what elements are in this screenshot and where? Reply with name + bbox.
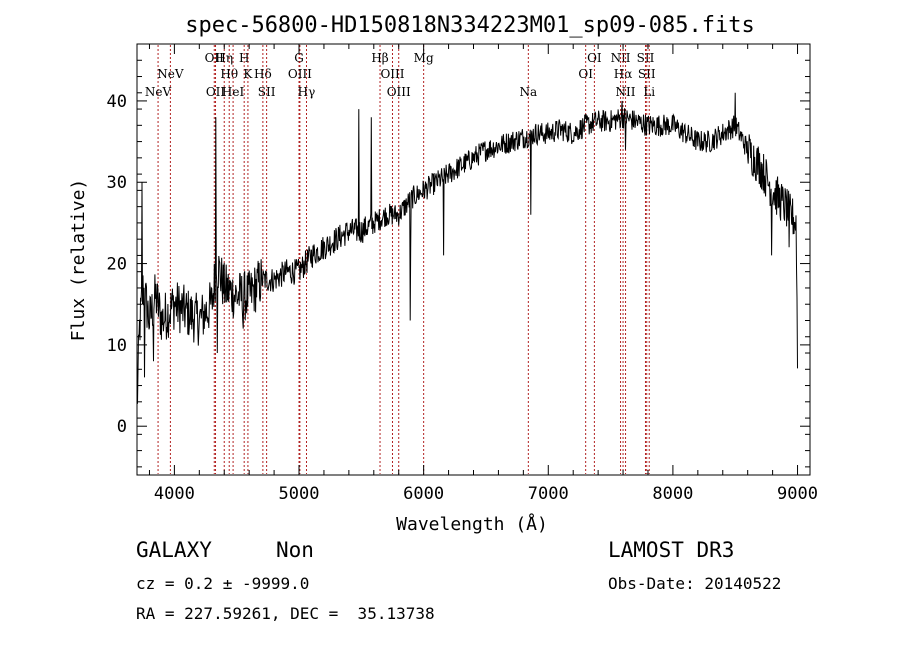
x-tick-label: 6000 <box>403 484 444 504</box>
spectral-line-label: Na <box>520 85 538 99</box>
spectral-line-label: G <box>294 51 304 65</box>
spectral-line-label: HeI <box>222 85 245 99</box>
cz-text: cz = 0.2 ± -9999.0 <box>136 574 310 593</box>
class-label: GALAXY <box>136 538 212 562</box>
spectral-line-label: K <box>243 67 253 81</box>
spectral-line-label: OII <box>205 51 225 65</box>
x-tick-label: 5000 <box>279 484 320 504</box>
spectrum-line <box>136 92 798 404</box>
spectral-line-label: NII <box>611 51 631 65</box>
spectral-line-label: Hθ <box>220 67 238 81</box>
spectral-line-label: SII <box>638 67 656 81</box>
x-tick-label: 4000 <box>154 484 195 504</box>
spectral-line-label: NII <box>616 85 636 99</box>
y-tick-label: 20 <box>107 255 127 275</box>
obs-date-text: Obs-Date: 20140522 <box>608 574 782 593</box>
spectral-line-label: OIII <box>387 85 411 99</box>
spectral-line-label: OIII <box>288 67 312 81</box>
spectral-line-label: OIII <box>380 67 404 81</box>
spectral-line-label: Hγ <box>298 85 316 99</box>
spectral-line-label: Hη <box>215 51 233 65</box>
x-tick-label: 7000 <box>528 484 569 504</box>
spectral-line-label: NeV <box>145 85 172 99</box>
spectral-line-label: Li <box>643 85 655 99</box>
y-tick-label: 30 <box>107 173 127 193</box>
spectral-line-label: Mg <box>414 51 434 65</box>
y-tick-label: 10 <box>107 336 127 356</box>
x-axis-title: Wavelength (Å) <box>396 513 548 535</box>
spectral-line-label: SII <box>637 51 655 65</box>
spectrum-layer <box>136 92 798 404</box>
y-tick-label: 0 <box>117 417 127 437</box>
plot-frame <box>136 43 811 476</box>
x-tick-label: 8000 <box>652 484 693 504</box>
x-tick-label: 9000 <box>777 484 818 504</box>
chart-title: spec-56800-HD150818N334223M01_sp09-085.f… <box>185 13 755 38</box>
spectral-line-label: Hβ <box>371 51 388 65</box>
spectral-line-label: OII <box>206 85 226 99</box>
spectral-line-label: Hα <box>614 67 633 81</box>
spectral-line-label: OI <box>587 51 602 65</box>
survey-label: LAMOST DR3 <box>608 538 735 562</box>
spectral-line-label: OI <box>578 67 593 81</box>
coords-text: RA = 227.59261, DEC = 35.13738 <box>136 604 435 623</box>
y-tick-label: 40 <box>107 92 127 112</box>
spectral-line-label: Hδ <box>254 67 272 81</box>
spectral-line-label: NeV <box>157 67 184 81</box>
tick-layer: 4000 5000 6000 7000 8000 9000 0 10 20 30 40 <box>107 44 818 504</box>
spectral-line-label: H <box>239 51 249 65</box>
subclass-label: Non <box>276 538 314 562</box>
y-axis-title: Flux (relative) <box>68 179 89 342</box>
spectral-line-label: SII <box>258 85 276 99</box>
